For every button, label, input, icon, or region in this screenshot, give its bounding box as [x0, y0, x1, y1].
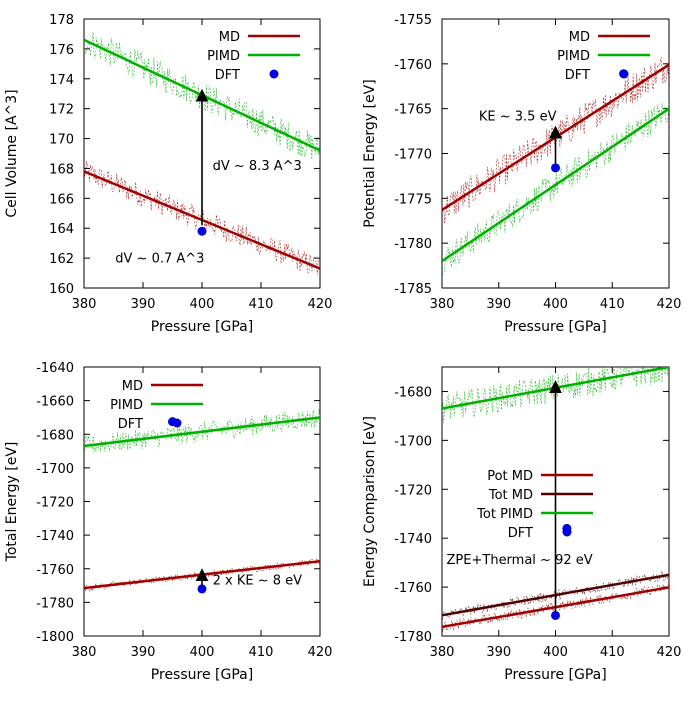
x-tick-label: 390 [131, 645, 156, 660]
x-tick-label: 420 [308, 645, 333, 660]
y-tick-label: -1760 [394, 581, 432, 596]
y-tick-label: -1780 [394, 237, 432, 252]
x-axis-label: Pressure [GPa] [151, 667, 253, 683]
legend-label: Tot MD [488, 488, 533, 503]
y-tick-label: -1640 [36, 361, 74, 376]
x-axis-label: Pressure [GPa] [504, 319, 606, 335]
dft-point [197, 226, 207, 236]
x-axis-label: Pressure [GPa] [504, 667, 606, 683]
y-tick-label: 176 [49, 43, 74, 58]
y-tick-label: 172 [49, 103, 74, 118]
series-layer [84, 409, 320, 592]
legend-label: MD [569, 30, 590, 45]
dft-point [197, 584, 207, 594]
legend-label: MD [122, 379, 143, 394]
x-tick-label: 400 [190, 645, 215, 660]
legend-swatch [619, 69, 629, 79]
y-tick-label: -1680 [394, 385, 432, 400]
y-tick-label: -1785 [394, 282, 432, 297]
y-tick-label: 160 [49, 282, 74, 297]
chart-panel-4: 380 390 400 410 420 -1780 -1760 -1740 -1720 -1700… [362, 366, 682, 683]
legend-label: PIMD [557, 49, 590, 64]
x-tick-label: 380 [72, 297, 97, 312]
annotation-text: 2 x KE ~ 8 eV [213, 574, 303, 589]
x-tick-label: 420 [308, 297, 333, 312]
y-tick-label: -1720 [394, 483, 432, 498]
chart-panel-1: 380 390 400 410 420 160 162 164 166 168 170 172 174 1… [4, 13, 332, 335]
y-tick-label: 162 [49, 252, 74, 267]
legend-label: DFT [565, 68, 590, 83]
y-axis-label: Energy Comparison [eV] [362, 416, 378, 587]
annotation-text: ZPE+Thermal ~ 92 eV [447, 553, 593, 568]
series-scatter-md [442, 57, 669, 224]
y-tick-label: -1770 [394, 148, 432, 163]
annotation-text: KE ~ 3.5 eV [479, 109, 557, 124]
legend-swatch [562, 527, 572, 537]
legend-swatch [172, 418, 182, 428]
legend-label: MD [219, 30, 240, 45]
x-tick-label: 420 [657, 645, 682, 660]
y-tick-label: 170 [49, 133, 74, 148]
x-tick-label: 410 [249, 645, 274, 660]
dft-point [551, 610, 560, 620]
annotation-text: dV ~ 0.7 A^3 [115, 252, 204, 267]
x-tick-label: 410 [249, 297, 274, 312]
y-tick-label: 174 [49, 73, 74, 88]
x-tick-label: 420 [657, 297, 682, 312]
y-tick-label: -1760 [394, 58, 432, 73]
x-tick-label: 390 [486, 297, 511, 312]
y-tick-label: 168 [49, 162, 74, 177]
y-tick-label: -1700 [36, 462, 74, 477]
series-line-pimd [84, 416, 320, 448]
y-tick-label: -1755 [394, 13, 432, 28]
y-tick-label: -1775 [394, 192, 432, 207]
y-tick-label: 178 [49, 13, 74, 28]
legend-label: PIMD [207, 49, 240, 64]
y-tick-label: -1780 [36, 596, 74, 611]
x-tick-label: 380 [430, 297, 455, 312]
y-tick-label: -1780 [394, 630, 432, 645]
series-line-pimd [442, 107, 669, 263]
y-tick-label: -1720 [36, 496, 74, 511]
legend-label: DFT [508, 526, 533, 541]
legend-label: DFT [118, 417, 143, 432]
y-axis-label: Total Energy [eV] [4, 442, 20, 563]
y-tick-label: -1760 [36, 563, 74, 578]
x-tick-label: 410 [600, 645, 625, 660]
y-tick-label: -1740 [394, 532, 432, 547]
x-tick-label: 380 [430, 645, 455, 660]
chart-panel-2: 380 390 400 410 420 -1785 -1780 -1775 -1770 -1765… [362, 13, 681, 335]
dft-point [551, 163, 560, 173]
y-tick-label: -1680 [36, 428, 74, 443]
y-axis-label: Cell Volume [A^3] [4, 89, 20, 217]
x-axis-label: Pressure [GPa] [151, 319, 253, 335]
legend-swatch [269, 69, 279, 79]
y-tick-label: -1660 [36, 395, 74, 410]
y-tick-label: 164 [49, 222, 74, 237]
y-tick-label: 166 [49, 192, 74, 207]
legend-label: PIMD [110, 398, 143, 413]
y-tick-label: -1765 [394, 103, 432, 118]
x-tick-label: 400 [543, 297, 568, 312]
y-tick-label: -1800 [36, 630, 74, 645]
y-tick-label: -1740 [36, 529, 74, 544]
x-tick-label: 390 [131, 297, 156, 312]
x-tick-label: 410 [600, 297, 625, 312]
legend-label: DFT [215, 68, 240, 83]
x-tick-label: 390 [486, 645, 511, 660]
legend-label: Tot PIMD [476, 507, 533, 522]
chart-panel-3: 380 390 400 410 420 -1800 -1780 -1760 -1740 -1720… [4, 361, 332, 683]
y-tick-label: -1700 [394, 434, 432, 449]
annotation-text: dV ~ 8.3 A^3 [213, 159, 302, 174]
x-tick-label: 400 [190, 297, 215, 312]
legend-label: Pot MD [487, 469, 533, 484]
y-axis-label: Potential Energy [eV] [362, 79, 378, 227]
x-tick-label: 400 [543, 645, 568, 660]
series-scatter-pimd [84, 409, 320, 453]
x-tick-label: 380 [72, 645, 97, 660]
